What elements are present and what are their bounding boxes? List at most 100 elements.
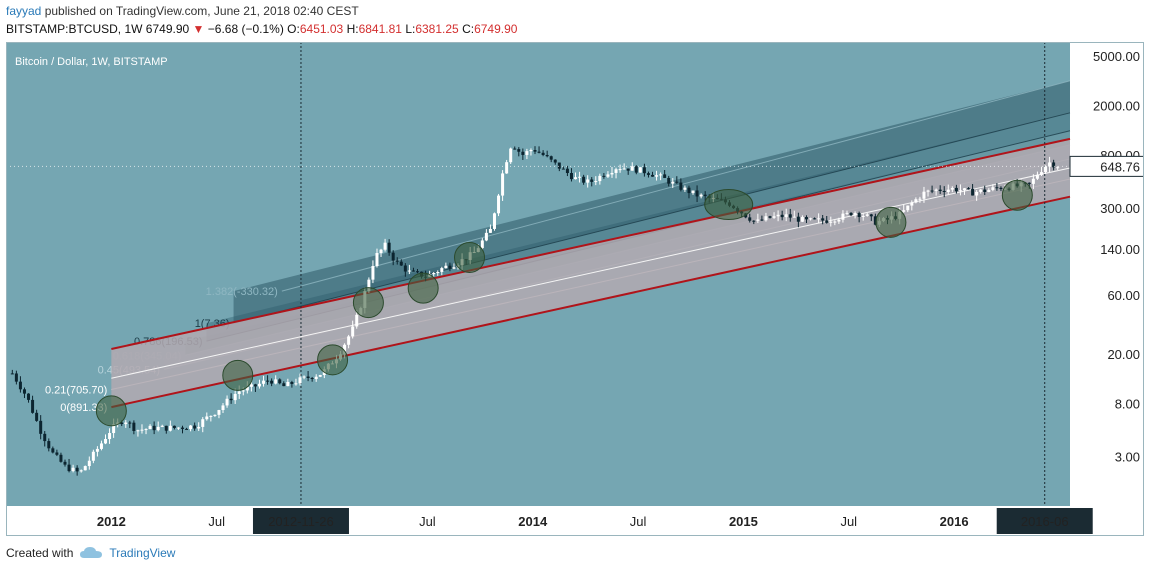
candle-body bbox=[197, 426, 201, 429]
candle-body bbox=[918, 198, 922, 200]
candle-body bbox=[695, 190, 699, 197]
candle-body bbox=[172, 425, 176, 428]
candle-body bbox=[517, 149, 521, 152]
candle-body bbox=[760, 219, 764, 221]
candle-body bbox=[213, 414, 217, 416]
time-marker-box bbox=[252, 508, 349, 534]
channel-upper-line bbox=[111, 137, 1071, 350]
support-touch-zone bbox=[704, 189, 754, 221]
candle-body bbox=[43, 433, 47, 442]
last-price-box bbox=[1069, 155, 1144, 177]
price-tick-label: 300.00 bbox=[1100, 201, 1140, 216]
candle-body bbox=[432, 273, 436, 275]
candle-body bbox=[626, 168, 630, 171]
candle-body bbox=[298, 377, 302, 384]
candle-body bbox=[687, 187, 691, 194]
candle-body bbox=[630, 166, 634, 171]
channel-mid-line bbox=[111, 167, 1071, 379]
candle-body bbox=[958, 190, 962, 192]
candle-body bbox=[679, 182, 683, 190]
candle-body bbox=[938, 189, 942, 191]
candle-body bbox=[946, 189, 950, 192]
price-chart[interactable]: 0(891.33)0.21(705.70)0.45(493.54)0.618(3… bbox=[6, 42, 1144, 536]
candle-body bbox=[671, 181, 675, 184]
candle-body bbox=[796, 216, 800, 222]
candle-body bbox=[557, 162, 561, 169]
candle-body bbox=[849, 212, 853, 216]
candle-body bbox=[979, 189, 983, 192]
close-value: 6749.90 bbox=[474, 22, 518, 36]
candle-body bbox=[237, 391, 241, 394]
candle-body bbox=[168, 425, 172, 431]
candle-body bbox=[501, 173, 505, 196]
time-tick-label: Jul bbox=[419, 514, 436, 529]
high-value: 6841.81 bbox=[358, 22, 402, 36]
candle-body bbox=[962, 188, 966, 191]
candle-body bbox=[865, 214, 869, 216]
candle-body bbox=[286, 382, 290, 387]
candle-body bbox=[411, 270, 415, 272]
candle-body bbox=[395, 260, 399, 262]
candle-body bbox=[533, 150, 537, 152]
candle-body bbox=[221, 405, 225, 411]
candle-body bbox=[59, 454, 63, 462]
publish-info: fayyad published on TradingView.com, Jun… bbox=[6, 4, 359, 18]
candle-body bbox=[440, 268, 444, 272]
time-tick-label: Jul bbox=[630, 514, 647, 529]
candle-body bbox=[209, 415, 213, 417]
price-tick-label: 60.00 bbox=[1107, 288, 1140, 303]
candle-body bbox=[176, 427, 180, 429]
candle-body bbox=[906, 205, 910, 211]
candle-body bbox=[553, 159, 557, 163]
candle-body bbox=[278, 379, 282, 384]
price-tick-label: 20.00 bbox=[1107, 347, 1140, 362]
candle-body bbox=[497, 195, 501, 214]
chart-container[interactable]: 0(891.33)0.21(705.70)0.45(493.54)0.618(3… bbox=[6, 42, 1144, 536]
candle-body bbox=[691, 190, 695, 194]
candle-body bbox=[634, 166, 638, 173]
candle-body bbox=[618, 169, 622, 171]
open-value: 6451.03 bbox=[299, 22, 344, 36]
candle-body bbox=[347, 336, 351, 345]
candle-body bbox=[407, 270, 411, 272]
candle-body bbox=[999, 187, 1003, 190]
candle-body bbox=[452, 267, 456, 269]
candle-body bbox=[788, 214, 792, 218]
candle-body bbox=[1039, 172, 1043, 175]
candle-body bbox=[699, 194, 703, 197]
high-label: H: bbox=[346, 22, 359, 36]
candle-body bbox=[817, 218, 821, 220]
candle-body bbox=[642, 167, 646, 174]
time-tick-label: 2015 bbox=[729, 514, 758, 529]
candle-body bbox=[22, 389, 26, 394]
candle-body bbox=[112, 424, 116, 434]
fib-band bbox=[233, 80, 1070, 324]
candle-body bbox=[205, 416, 209, 420]
last-price: 6749.90 bbox=[145, 22, 190, 36]
candle-body bbox=[314, 376, 318, 380]
candle-body bbox=[837, 219, 841, 222]
author-name[interactable]: fayyad bbox=[6, 4, 42, 18]
candle-body bbox=[1031, 178, 1035, 184]
candle-body bbox=[367, 279, 371, 292]
candle-body bbox=[104, 439, 108, 444]
candle-body bbox=[488, 228, 492, 233]
candle-body bbox=[614, 169, 618, 173]
candle-body bbox=[436, 271, 440, 274]
candle-body bbox=[987, 189, 991, 192]
candle-body bbox=[375, 253, 379, 267]
candle-body bbox=[193, 425, 197, 429]
price-change: −6.68 (−0.1%) bbox=[207, 22, 284, 36]
low-label: L: bbox=[405, 22, 416, 36]
candle-body bbox=[95, 448, 99, 452]
channel-lower-line bbox=[111, 195, 1071, 409]
last-price-label: 648.76 bbox=[1100, 159, 1140, 174]
candle-body bbox=[128, 422, 132, 424]
candle-body bbox=[1035, 174, 1039, 179]
candle-body bbox=[914, 199, 918, 203]
tradingview-link[interactable]: TradingView bbox=[109, 546, 176, 560]
price-axis-background bbox=[1070, 42, 1144, 536]
time-tick-label: Jul bbox=[840, 514, 857, 529]
created-with-label: Created with bbox=[6, 546, 74, 560]
candle-body bbox=[10, 373, 14, 375]
